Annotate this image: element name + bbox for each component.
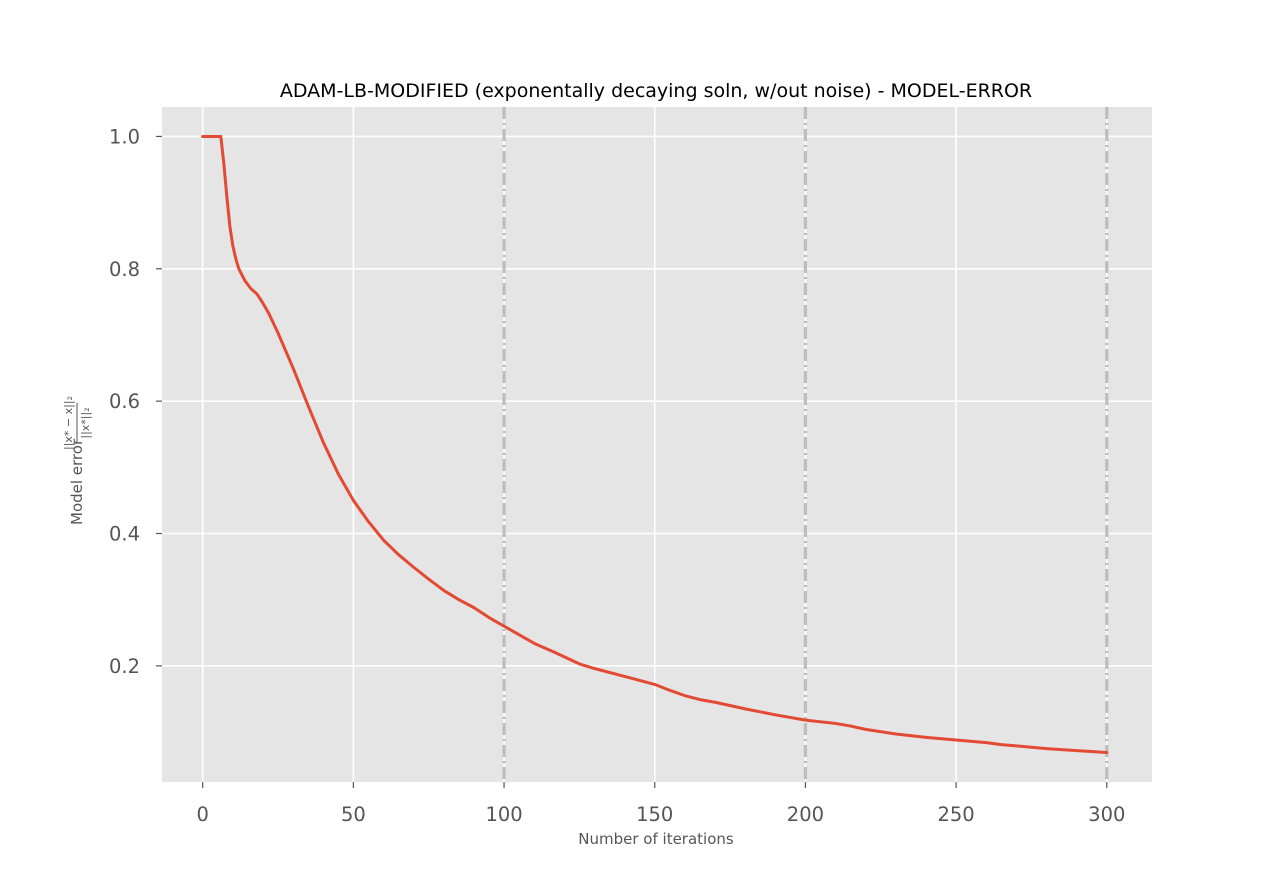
x-tick-label: 200 (787, 803, 824, 826)
x-axis-ticks: 0 50 100 150 200 250 300 (196, 782, 1125, 826)
series-line (201, 134, 1109, 755)
y-axis-label-numerator: ||x* − x||₂ (62, 396, 75, 450)
y-tick-label: 0.4 (109, 523, 140, 546)
x-tick-label: 0 (196, 803, 208, 826)
y-axis-label: Model error ||x* − x||₂ ||x*||₂ (62, 396, 92, 525)
x-axis-label: Number of iterations (578, 830, 734, 848)
y-axis-label-denominator: ||x*||₂ (79, 407, 92, 438)
y-tick-label: 0.6 (109, 390, 140, 413)
x-tick-label: 100 (485, 803, 522, 826)
chart-title: ADAM-LB-MODIFIED (exponentally decaying … (280, 80, 1032, 102)
plot-area (162, 107, 1152, 782)
vertical-reference-lines (502, 107, 1109, 782)
y-tick-label: 0.2 (109, 655, 140, 678)
x-tick-label: 150 (636, 803, 673, 826)
y-tick-label: 0.8 (109, 258, 140, 281)
x-tick-label: 50 (341, 803, 366, 826)
y-tick-label: 1.0 (109, 125, 140, 148)
y-axis-label-prefix: Model error (68, 438, 86, 525)
x-tick-label: 300 (1088, 803, 1125, 826)
x-tick-label: 250 (937, 803, 974, 826)
y-axis-ticks: 0.2 0.4 0.6 0.8 1.0 (109, 125, 162, 678)
